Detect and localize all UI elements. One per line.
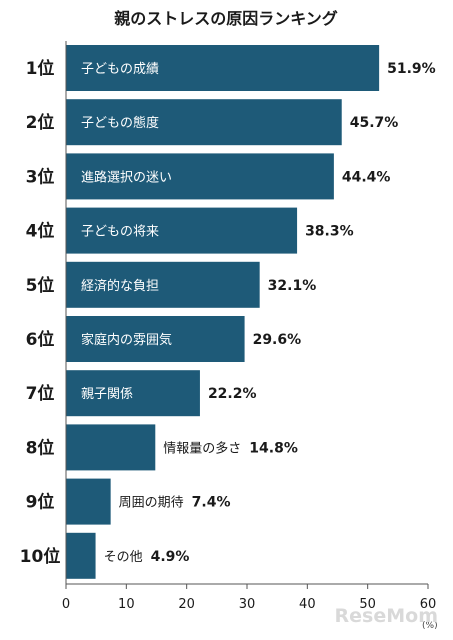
rank-label: 5位 xyxy=(26,275,55,296)
bar-row: 8位 情報量の多さ 14.8% xyxy=(26,424,298,471)
bar-row: 7位 親子関係 22.2% xyxy=(26,370,257,417)
x-tick-label: 50 xyxy=(359,597,376,612)
bar xyxy=(66,532,96,579)
bar xyxy=(66,424,156,471)
value-label: 51.9% xyxy=(387,61,436,77)
value-label: 4.9% xyxy=(151,549,190,565)
category-label: 周囲の期待 xyxy=(119,496,184,511)
bar-row: 2位 子どもの態度 45.7% xyxy=(26,99,399,146)
category-label: 子どもの将来 xyxy=(81,225,159,240)
bar xyxy=(66,45,380,91)
bar xyxy=(66,153,334,200)
category-label: 親子関係 xyxy=(81,387,133,402)
category-label: 子どもの態度 xyxy=(81,115,159,131)
rank-label: 3位 xyxy=(26,166,55,187)
x-tick-label: 60 xyxy=(420,597,437,612)
value-label: 45.7% xyxy=(350,115,399,131)
rank-label: 4位 xyxy=(26,221,55,242)
bar-row: 3位 進路選択の迷い 44.4% xyxy=(26,153,391,200)
bar xyxy=(66,316,245,362)
value-label: 14.8% xyxy=(249,440,298,456)
watermark-logo: ReseMom xyxy=(335,605,438,627)
rank-label: 1位 xyxy=(26,58,55,79)
x-tick-label: 30 xyxy=(239,597,256,612)
bar-row: 5位 経済的な負担 32.1% xyxy=(26,261,317,308)
bar xyxy=(66,478,111,525)
value-label: 38.3% xyxy=(305,224,354,240)
bars-group: 1位 子どもの成績 51.9% 2位 子どもの態度 45.7% 3位 進路選択の迷い 44.4%… xyxy=(20,45,436,579)
bar-row: 6位 家庭内の雰囲気 29.6% xyxy=(26,316,302,362)
chart-title: 親のストレスの原因ランキング xyxy=(114,9,338,28)
value-label: 32.1% xyxy=(268,278,317,294)
bar-row: 4位 子どもの将来 38.3% xyxy=(26,207,354,254)
rank-label: 8位 xyxy=(26,437,55,458)
x-axis: 0 10 20 30 40 50 60 xyxy=(62,41,436,612)
x-tick-label: 0 xyxy=(62,597,70,612)
rank-label: 10位 xyxy=(20,546,61,567)
bar-row: 9位 周囲の期待 7.4% xyxy=(26,478,231,525)
bar xyxy=(66,261,260,308)
bar-row: 1位 子どもの成績 51.9% xyxy=(26,45,436,91)
category-label: 経済的な負担 xyxy=(81,278,159,294)
rank-label: 6位 xyxy=(26,329,55,350)
bar xyxy=(66,370,200,417)
rank-label: 7位 xyxy=(26,383,55,404)
x-axis-unit: (%) xyxy=(422,621,438,631)
category-label: 進路選択の迷い xyxy=(81,169,172,185)
bar xyxy=(66,99,342,146)
bar xyxy=(66,207,298,254)
value-label: 7.4% xyxy=(192,495,231,511)
value-label: 44.4% xyxy=(342,169,391,185)
x-tick-label: 40 xyxy=(299,597,316,612)
category-label: 家庭内の雰囲気 xyxy=(81,332,172,348)
x-tick-label: 20 xyxy=(178,597,195,612)
category-label: 情報量の多さ xyxy=(163,440,241,456)
category-label: 子どもの成績 xyxy=(81,62,159,77)
category-label: その他 xyxy=(104,550,143,565)
rank-label: 2位 xyxy=(26,112,55,133)
bar-row: 10位 その他 4.9% xyxy=(20,532,190,579)
x-tick-label: 10 xyxy=(118,597,135,612)
rank-label: 9位 xyxy=(26,492,55,513)
value-label: 22.2% xyxy=(208,386,257,402)
value-label: 29.6% xyxy=(253,332,302,348)
